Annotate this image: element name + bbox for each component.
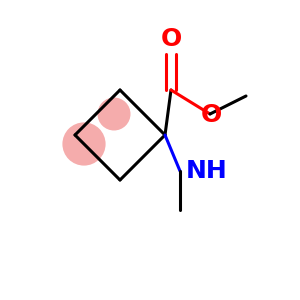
Circle shape <box>98 98 130 130</box>
Text: NH: NH <box>186 159 228 183</box>
Circle shape <box>62 122 106 166</box>
Text: O: O <box>201 103 222 127</box>
Text: O: O <box>160 27 182 51</box>
